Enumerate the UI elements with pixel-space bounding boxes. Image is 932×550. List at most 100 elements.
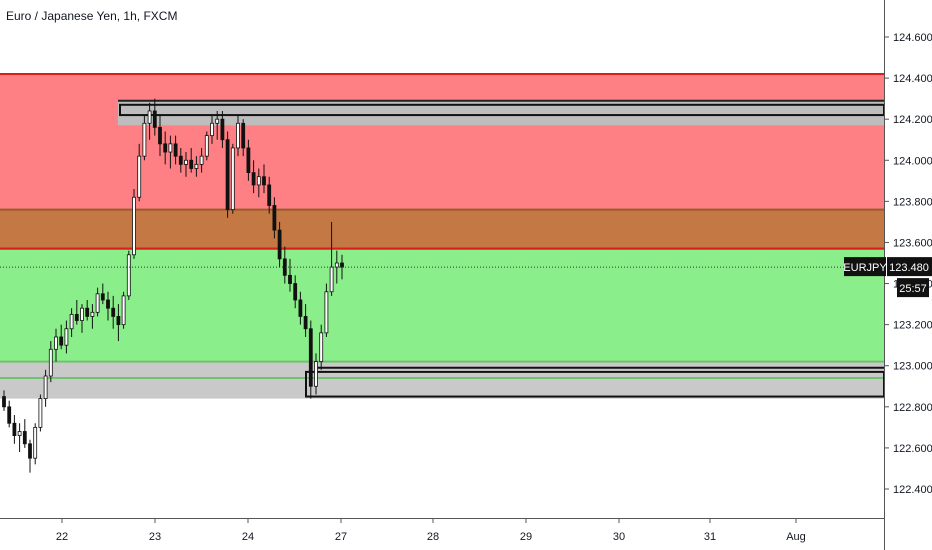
candle-body [106,299,110,309]
candle [64,320,69,354]
candle [163,131,168,165]
last-price-text: 123.480 [889,262,929,274]
candle-body [152,110,157,128]
candle [225,131,230,218]
candle-body [48,348,53,377]
candle-body [116,316,121,326]
candle [59,324,64,350]
candle-body [293,283,298,301]
x-tick-label: 28 [427,531,439,543]
candle-body [85,307,90,317]
candle-body [215,118,220,124]
candle-body [225,139,230,210]
candle-body [100,293,105,301]
candle-body [308,328,313,387]
candle-body [173,143,178,157]
candle-body [28,443,32,459]
candle [194,156,199,177]
candle-body [163,143,168,153]
candle-body [267,184,272,206]
candle-body [272,205,277,231]
candle [184,152,188,177]
candle-body [277,229,282,260]
candle-body [132,196,136,256]
x-tick-label: 30 [613,531,625,543]
candle [80,304,84,333]
candle-body [90,311,95,317]
candle [168,135,173,169]
candle-body [59,336,64,346]
candle [48,341,53,383]
candle-body [204,135,209,157]
candle-body [194,163,199,169]
overlap-zone [0,209,884,249]
candle-body [319,332,324,363]
candle [251,160,256,194]
chart-title: Euro / Japanese Yen, 1h, FXCM [6,9,178,23]
countdown-tag [897,278,929,298]
x-tick-label: 24 [242,531,254,543]
candle [7,400,12,428]
candle-body [64,328,69,346]
candle-body [340,262,344,268]
candle-body [22,431,27,445]
candle [54,328,58,362]
candle [132,189,136,259]
candle [69,308,74,337]
candle-body [158,127,162,145]
candle-body [126,254,131,297]
candle [246,139,251,181]
candle [2,390,6,411]
candle-body [230,147,235,210]
candle-body [111,307,116,317]
candle-body [236,122,240,149]
candle [126,250,131,300]
candle [314,353,318,395]
candle [43,369,48,407]
candle [106,291,110,321]
y-tick-label: 124.400 [893,73,932,85]
candle [74,299,79,325]
candle-body [189,159,194,169]
candle-body [2,396,6,408]
candle-body [298,299,303,317]
candle [262,164,266,194]
candle [308,320,313,399]
last-price-tag [887,257,932,277]
candle [236,115,240,157]
candle-body [7,406,12,424]
candle-body [282,258,287,276]
candle-body [80,307,84,321]
candle-body [54,336,58,350]
candle [121,291,126,329]
candle-body [241,122,246,149]
y-tick-label: 122.800 [893,402,932,414]
candle [199,147,204,173]
candle-body [334,262,339,268]
candle-body [251,172,256,186]
candle [256,168,261,198]
candle [12,415,17,444]
y-tick-label: 123.800 [893,196,932,208]
y-tick-label: 122.400 [893,484,932,496]
x-tick-label: 23 [149,531,161,543]
x-tick-label: 31 [704,531,716,543]
candle [95,287,100,317]
candle [28,439,32,473]
candle-body [33,426,38,459]
candle [267,176,272,214]
candle [293,275,298,309]
candle-body [288,274,292,284]
candle-body [303,316,308,330]
candle [147,102,152,140]
candle-body [137,155,142,198]
candle [116,304,121,342]
candle [17,423,22,453]
candle-body [210,122,214,137]
candle-body [168,143,173,153]
x-tick-label: 29 [520,531,532,543]
candle-body [147,110,152,124]
y-tick-label: 123.600 [893,237,932,249]
candle [272,197,277,239]
